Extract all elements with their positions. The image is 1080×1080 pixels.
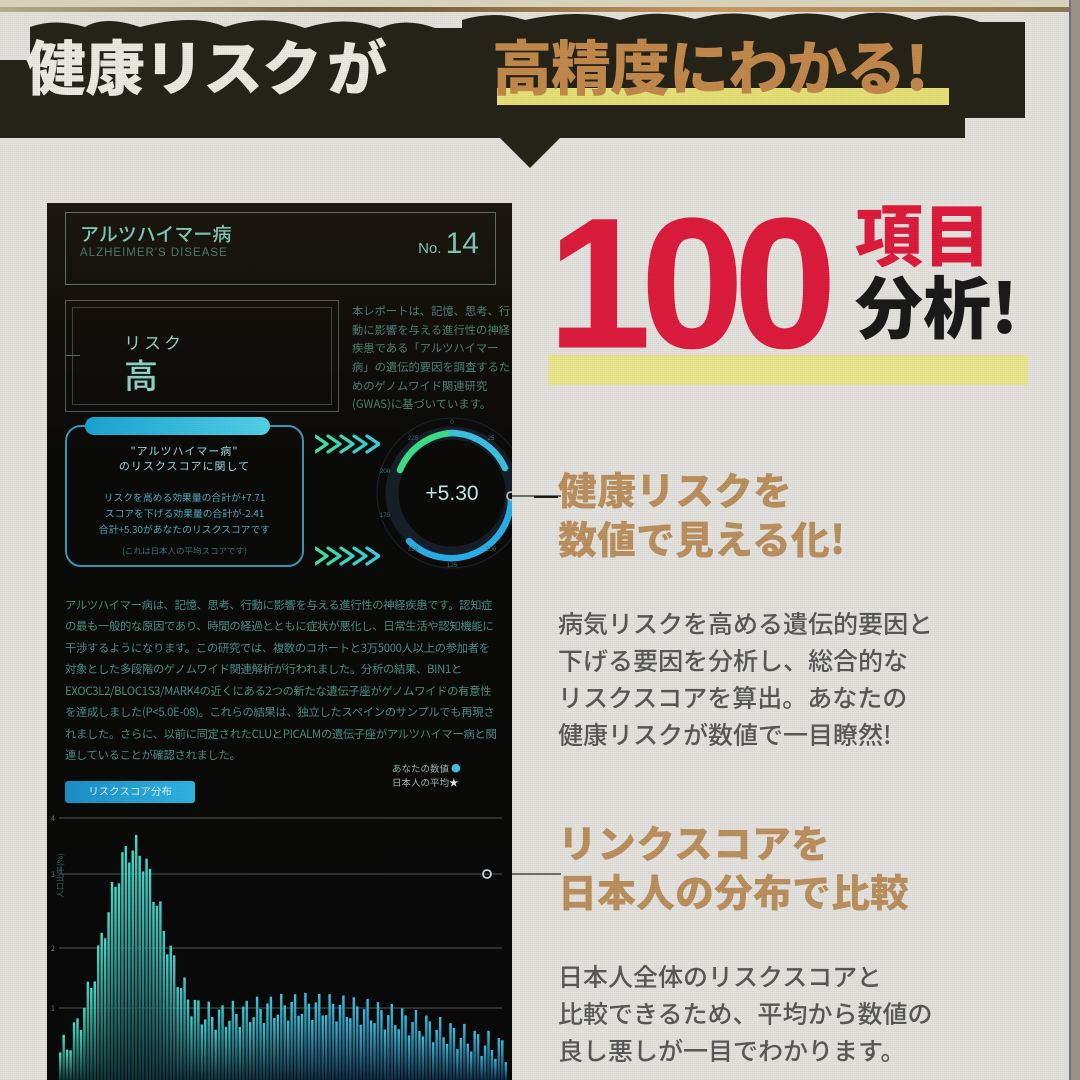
svg-text:1: 1: [51, 1004, 55, 1014]
svg-text:150: 150: [408, 546, 419, 553]
svg-text:0: 0: [450, 419, 454, 426]
svg-text:200: 200: [380, 468, 391, 475]
svg-text:2: 2: [51, 944, 55, 954]
svg-text:225: 225: [408, 435, 419, 442]
svg-text:4: 4: [51, 814, 55, 824]
svg-text:100: 100: [486, 546, 497, 553]
svg-text:25: 25: [487, 435, 495, 442]
svg-text:175: 175: [380, 512, 391, 519]
svg-text:125: 125: [447, 562, 458, 569]
